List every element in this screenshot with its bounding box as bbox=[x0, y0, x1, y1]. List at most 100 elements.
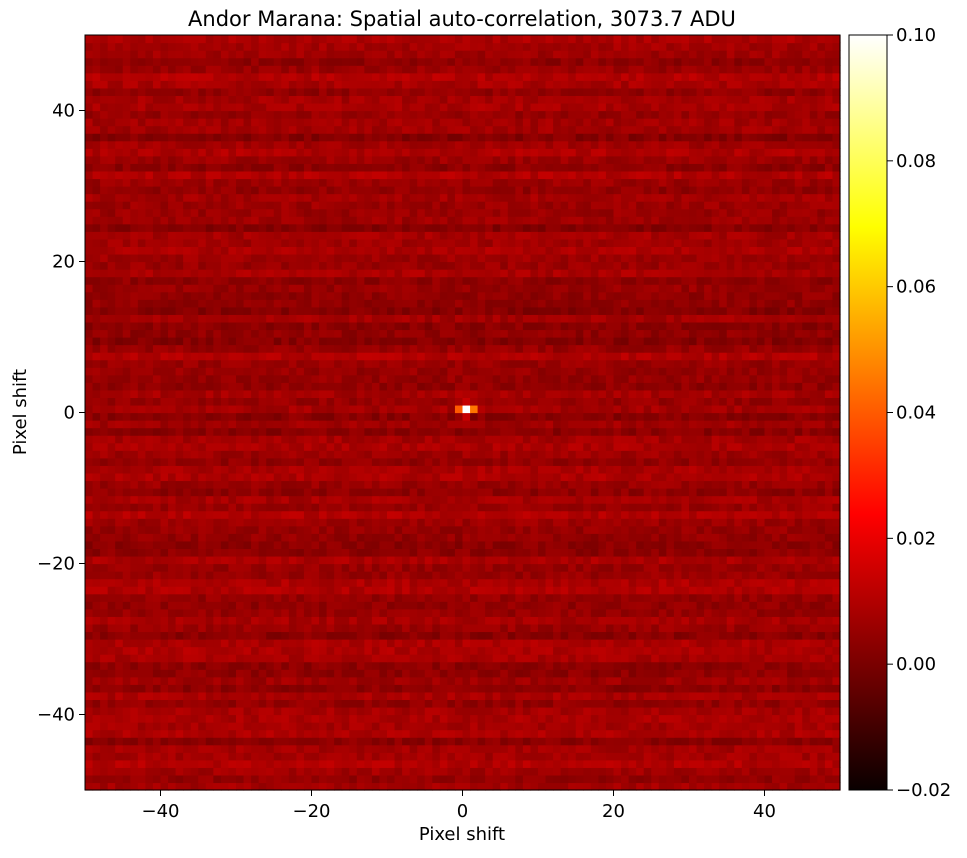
heatmap-cell bbox=[515, 699, 524, 708]
heatmap-cell bbox=[643, 510, 652, 519]
heatmap-cell bbox=[122, 465, 131, 474]
heatmap-cell bbox=[243, 540, 252, 549]
heatmap-cell bbox=[666, 593, 675, 602]
heatmap-cell bbox=[568, 744, 577, 753]
heatmap-cell bbox=[100, 503, 109, 512]
heatmap-cell bbox=[319, 533, 328, 542]
heatmap-cell bbox=[92, 540, 101, 549]
heatmap-cell bbox=[258, 593, 267, 602]
heatmap-cell bbox=[741, 639, 750, 648]
heatmap-cell bbox=[658, 782, 667, 791]
heatmap-cell bbox=[160, 555, 169, 565]
heatmap-cell bbox=[160, 525, 169, 534]
heatmap-cell bbox=[651, 654, 660, 663]
heatmap-cell bbox=[183, 752, 192, 761]
heatmap-cell bbox=[575, 578, 584, 587]
heatmap-cell bbox=[205, 465, 214, 474]
heatmap-cell bbox=[590, 706, 599, 716]
heatmap-cell bbox=[236, 631, 245, 640]
heatmap-cell bbox=[681, 654, 690, 663]
heatmap-cell bbox=[809, 525, 818, 534]
heatmap-cell bbox=[115, 503, 124, 512]
heatmap-cell bbox=[772, 548, 781, 557]
heatmap-cell bbox=[492, 729, 501, 738]
heatmap-cell bbox=[726, 676, 735, 685]
heatmap-cell bbox=[726, 706, 735, 716]
heatmap-cell bbox=[175, 714, 184, 723]
heatmap-cell bbox=[832, 646, 841, 655]
heatmap-cell bbox=[605, 427, 615, 436]
heatmap-cell bbox=[779, 639, 788, 648]
heatmap-cell bbox=[145, 722, 154, 731]
heatmap-cell bbox=[319, 744, 328, 753]
heatmap-cell bbox=[281, 699, 290, 708]
heatmap-cell bbox=[696, 510, 705, 519]
heatmap-cell bbox=[115, 759, 124, 768]
heatmap-cell bbox=[598, 661, 607, 670]
heatmap-cell bbox=[236, 593, 245, 602]
heatmap-cell bbox=[319, 729, 328, 738]
heatmap-cell bbox=[303, 488, 313, 497]
heatmap-cell bbox=[583, 691, 592, 700]
heatmap-cell bbox=[130, 563, 139, 572]
heatmap-cell bbox=[409, 631, 418, 640]
heatmap-cell bbox=[628, 435, 637, 444]
heatmap-cell bbox=[356, 601, 365, 610]
heatmap-cell bbox=[417, 548, 426, 557]
heatmap-cell bbox=[673, 533, 683, 542]
heatmap-cell bbox=[439, 722, 448, 731]
heatmap-cell bbox=[711, 578, 720, 587]
heatmap-cell bbox=[379, 518, 388, 527]
heatmap-cell bbox=[100, 488, 109, 497]
heatmap-cell bbox=[394, 706, 403, 716]
heatmap-cell bbox=[122, 571, 131, 580]
heatmap-cell bbox=[515, 593, 524, 602]
heatmap-cell bbox=[85, 427, 94, 436]
heatmap-cell bbox=[326, 706, 335, 716]
heatmap-cell bbox=[387, 714, 396, 723]
heatmap-cell bbox=[583, 457, 592, 466]
heatmap-cell bbox=[175, 706, 184, 716]
heatmap-cell bbox=[651, 488, 660, 497]
heatmap-cell bbox=[236, 465, 245, 474]
heatmap-cell bbox=[673, 472, 683, 482]
heatmap-cell bbox=[402, 412, 411, 421]
heatmap-cell bbox=[462, 601, 471, 610]
heatmap-cell bbox=[122, 759, 131, 768]
heatmap-cell bbox=[741, 646, 750, 655]
heatmap-cell bbox=[296, 706, 305, 716]
heatmap-cell bbox=[243, 420, 252, 429]
heatmap-cell bbox=[794, 654, 803, 663]
heatmap-cell bbox=[447, 729, 456, 738]
heatmap-cell bbox=[447, 646, 456, 655]
heatmap-cell bbox=[205, 540, 214, 549]
heatmap-cell bbox=[402, 752, 411, 761]
heatmap-cell bbox=[115, 480, 124, 489]
heatmap-cell bbox=[371, 752, 381, 761]
heatmap-cell bbox=[704, 563, 713, 572]
heatmap-cell bbox=[243, 676, 252, 685]
heatmap-cell bbox=[689, 586, 698, 595]
heatmap-cell bbox=[145, 563, 154, 572]
heatmap-cell bbox=[598, 631, 607, 640]
heatmap-cell bbox=[492, 420, 501, 429]
heatmap-cell bbox=[152, 608, 162, 617]
heatmap-cell bbox=[809, 480, 818, 489]
heatmap-cell bbox=[432, 571, 441, 580]
heatmap-cell bbox=[100, 608, 109, 617]
heatmap-cell bbox=[802, 646, 811, 655]
heatmap-cell bbox=[605, 767, 615, 776]
heatmap-cell bbox=[198, 608, 207, 617]
heatmap-cell bbox=[379, 676, 388, 685]
heatmap-cell bbox=[560, 608, 569, 617]
heatmap-cell bbox=[485, 518, 494, 527]
heatmap-cell bbox=[636, 616, 645, 625]
heatmap-cell bbox=[643, 480, 652, 489]
heatmap-cell bbox=[243, 631, 252, 640]
heatmap-cell bbox=[424, 465, 433, 474]
heatmap-cell bbox=[787, 737, 796, 746]
heatmap-cell bbox=[168, 457, 177, 466]
heatmap-cell bbox=[621, 510, 630, 519]
heatmap-cell bbox=[794, 495, 803, 504]
heatmap-cell bbox=[152, 661, 162, 670]
